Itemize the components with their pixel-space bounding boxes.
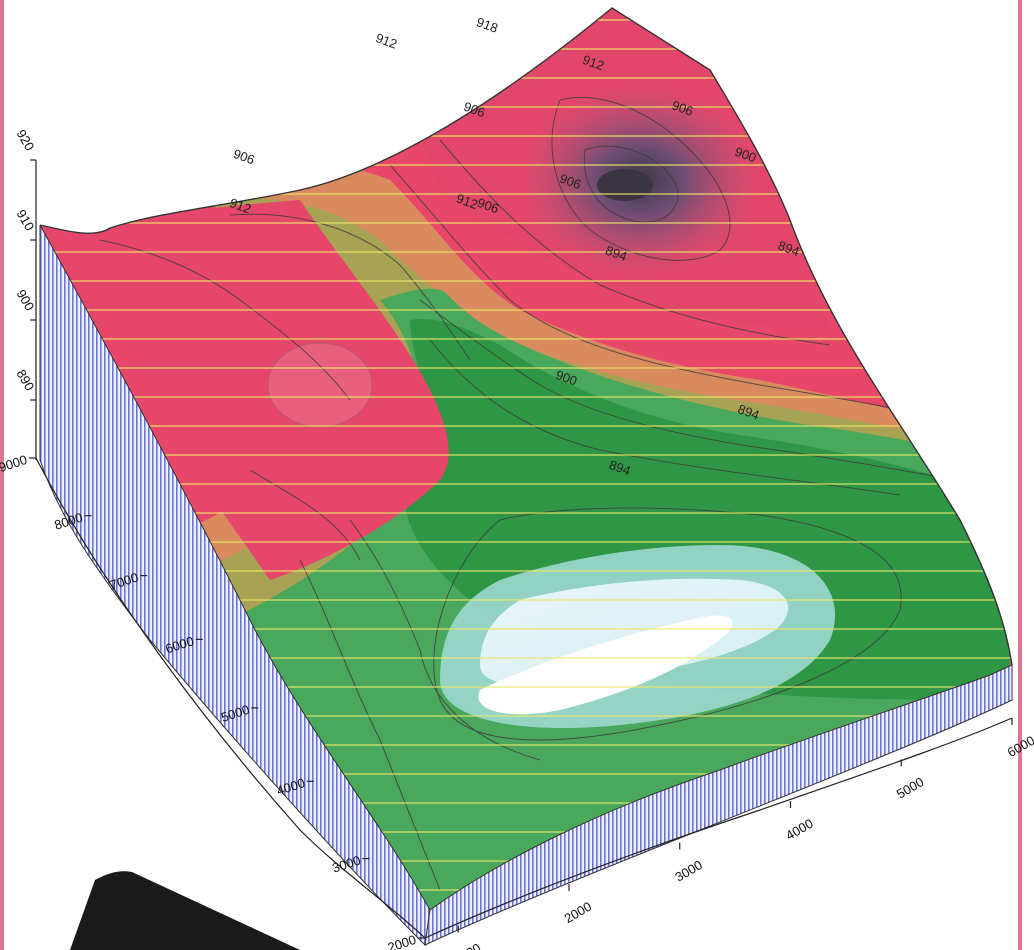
z-tick-label: 920 [14, 127, 38, 153]
z-tick-label: 900 [14, 287, 38, 313]
contour-label: 894 [736, 401, 762, 423]
z-tick-label: 910 [14, 207, 38, 233]
contour-label: 912 [228, 195, 254, 217]
y-tick-label: 9000 [0, 452, 29, 475]
contour-label: 906 [670, 97, 696, 119]
contour-label: 906 [462, 99, 488, 121]
axes [35, 160, 1013, 939]
contour-label: 894 [776, 238, 802, 260]
axis-ticks [29, 159, 1013, 939]
x-tick-label: 5000 [894, 774, 927, 801]
frame-border-left [0, 0, 4, 950]
contour-label: 906 [231, 146, 257, 168]
contour-label: 894 [607, 457, 633, 479]
surface-wall-left [39, 224, 431, 947]
z-tick-label: 890 [14, 367, 38, 393]
surface-wall-front [424, 664, 1013, 946]
contour-label: 900 [733, 144, 759, 166]
contour-label: 918 [475, 14, 501, 36]
frame-border-right [1018, 0, 1022, 950]
x-tick-label: 3000 [672, 857, 705, 884]
x-tick-label: 2000 [562, 899, 595, 926]
contour-label: 912 [374, 30, 400, 52]
contour-label: 906 [475, 195, 501, 217]
y-tick-label: 2000 [386, 932, 418, 950]
contour-label: 894 [604, 243, 630, 265]
x-tick-label: 1000 [451, 940, 484, 950]
contour-label: 906 [558, 171, 584, 193]
contour-label: 912 [454, 191, 480, 213]
north-arrow-icon [70, 871, 300, 950]
x-tick-label: 4000 [783, 816, 816, 843]
contour-label: 900 [554, 367, 580, 389]
contour-label: 912 [581, 52, 607, 74]
x-tick-label: 6000 [1005, 733, 1034, 760]
